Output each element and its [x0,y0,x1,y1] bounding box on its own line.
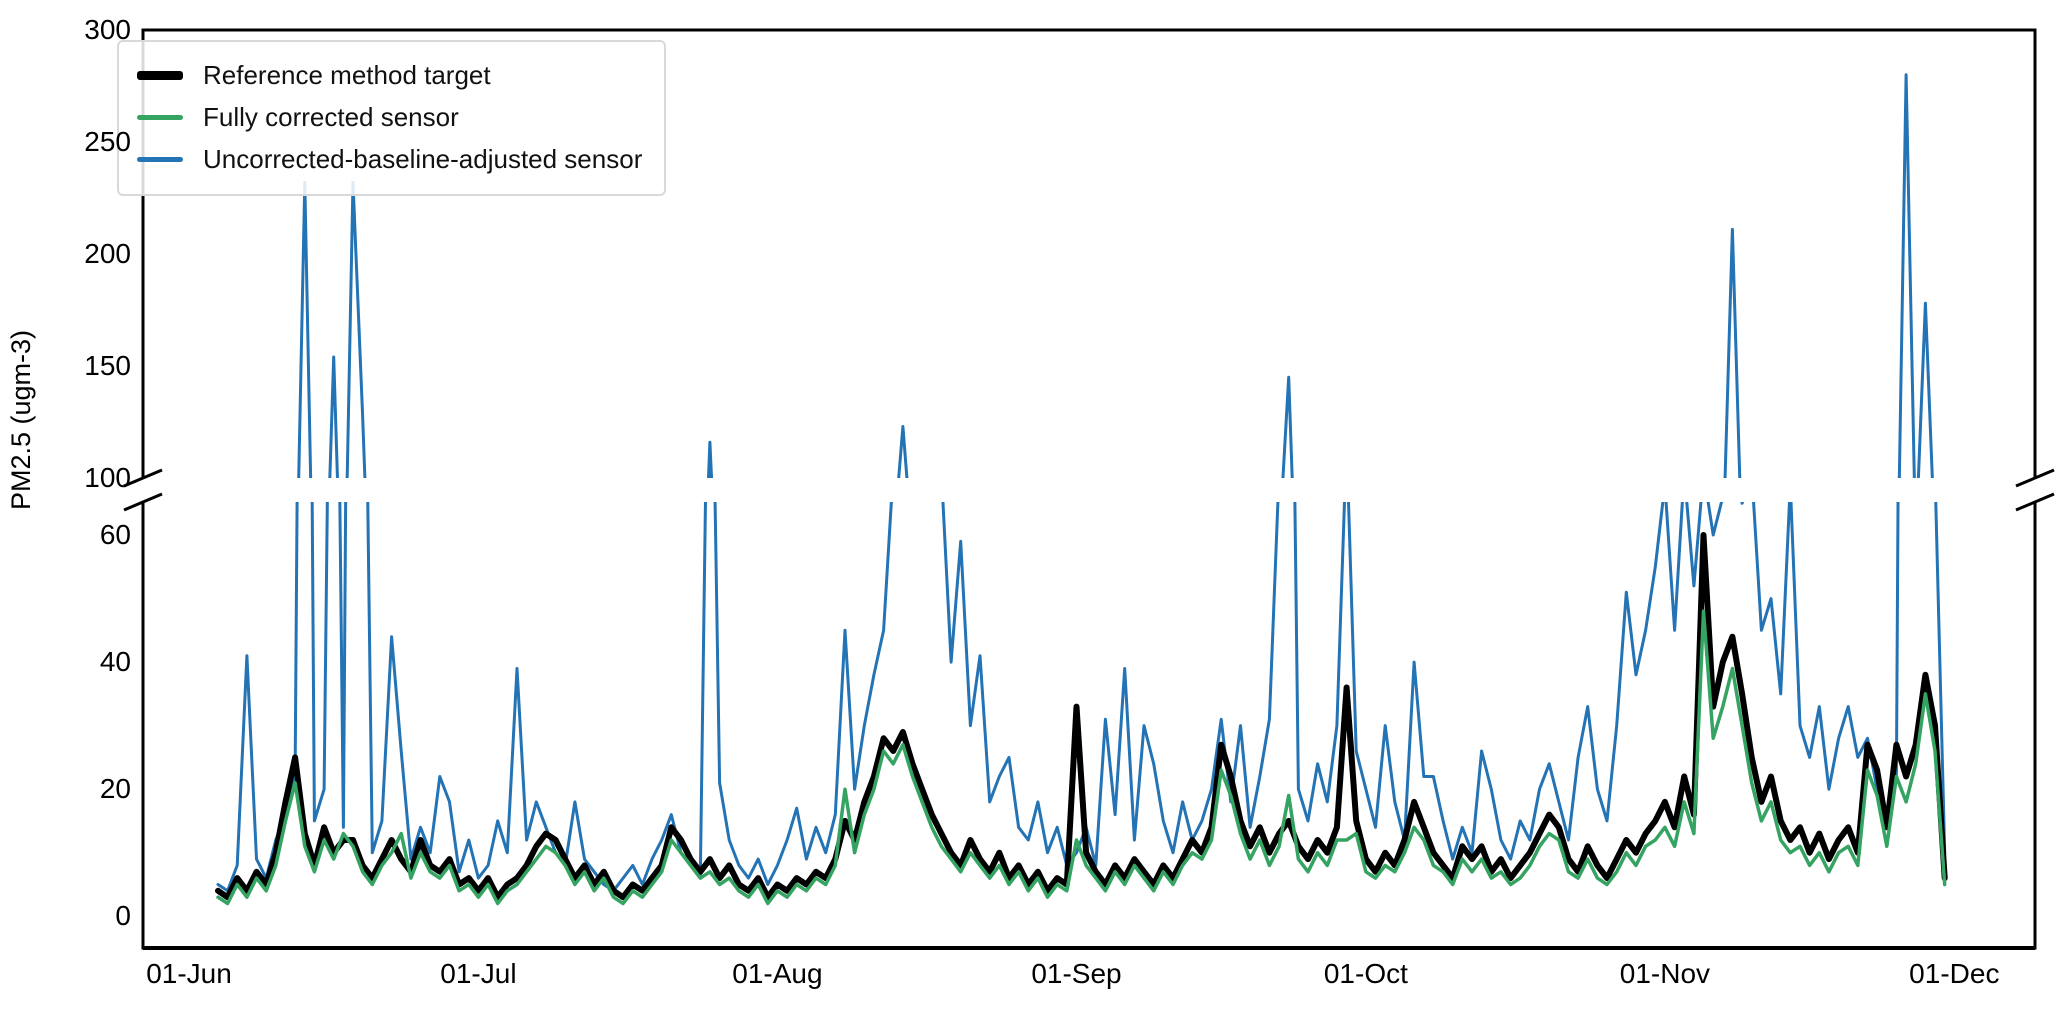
uncorrected-line-swatch [137,156,183,162]
y-tick-label-lower: 60 [99,519,131,551]
y-tick-label-lower: 0 [115,900,131,932]
legend: Reference method target Fully corrected … [117,40,667,196]
y-tick-label-lower: 40 [99,646,131,678]
x-tick-label: 01-Dec [1909,958,2000,989]
y-tick-label-upper: 100 [84,462,131,493]
legend-item-reference: Reference method target [137,54,642,96]
axis-break-mark-1 [2015,468,2055,488]
y-tick-label-lower: 20 [99,773,131,805]
lower-panel-spines [141,502,2037,950]
axis-break-mark-3 [2015,492,2055,512]
x-tick-label: 01-Aug [732,958,823,989]
y-tick-label-upper: 200 [84,238,131,269]
corrected-line-swatch [137,114,183,120]
y-tick-label-upper: 300 [84,14,131,45]
legend-label-reference: Reference method target [203,59,491,90]
y-tick-label-upper: 150 [84,350,131,381]
x-tick-label: 01-Sep [1031,958,1122,989]
y-axis-label: PM2.5 (ugm-3) [6,329,36,511]
axis-break-mark-0 [123,468,163,488]
x-tick-label: 01-Jun [146,958,232,989]
reference-line-swatch [137,70,183,80]
legend-label-corrected: Fully corrected sensor [203,101,459,132]
axis-break-mark-2 [123,492,163,512]
x-tick-label: 01-Oct [1323,958,1408,989]
lower-panel-series [215,502,1948,906]
x-tick-label: 01-Nov [1619,958,1711,989]
y-tick-label-upper: 250 [84,126,131,157]
legend-item-corrected: Fully corrected sensor [137,96,642,138]
legend-item-uncorrected: Uncorrected-baseline-adjusted sensor [137,138,642,180]
x-tick-label: 01-Jul [440,958,517,989]
legend-label-uncorrected: Uncorrected-baseline-adjusted sensor [203,143,643,174]
upper-panel-spines [141,28,2037,478]
